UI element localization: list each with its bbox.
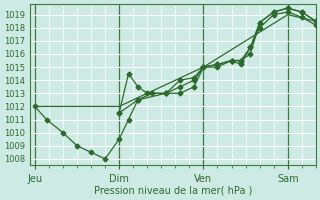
X-axis label: Pression niveau de la mer( hPa ): Pression niveau de la mer( hPa ) (94, 186, 252, 196)
